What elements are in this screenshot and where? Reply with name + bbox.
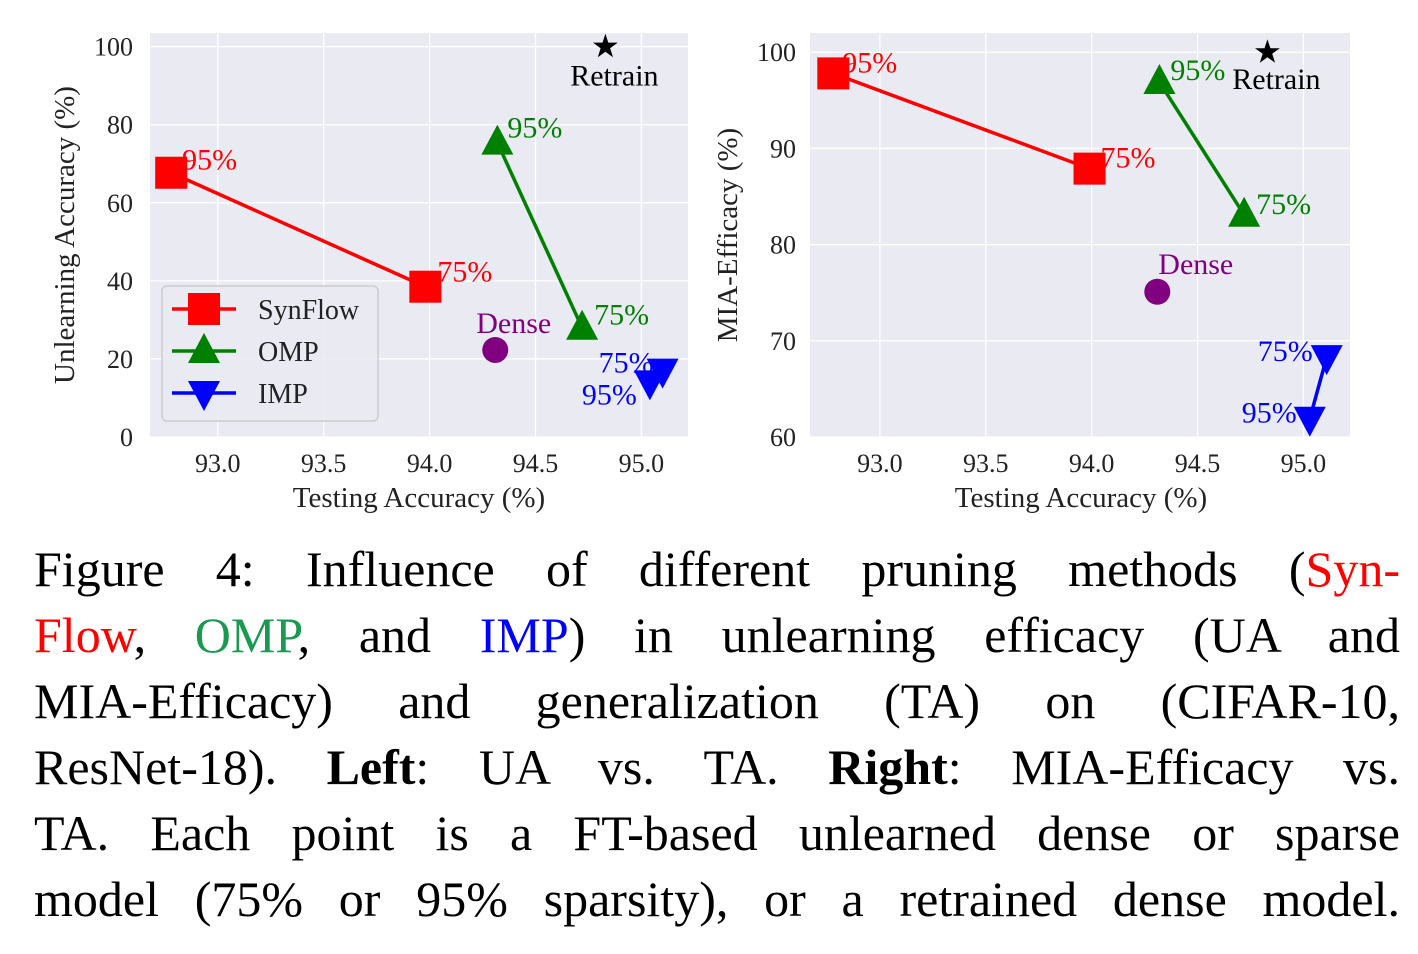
point-omp <box>1143 64 1176 95</box>
caption-bold-text: Right <box>828 739 948 795</box>
legend-label: IMP <box>258 379 308 410</box>
point-retrain <box>593 33 618 58</box>
y-tick-label: 70 <box>770 327 796 356</box>
legend-marker-omp <box>188 333 220 363</box>
caption-text: model (75% or 95% sparsity), or a retrai… <box>34 871 1400 927</box>
x-axis-label: Testing Accuracy (%) <box>955 482 1207 514</box>
caption-bold-text: Left <box>326 739 416 795</box>
caption-line: model (75% or 95% sparsity), or a retrai… <box>34 866 1400 932</box>
legend-marker-synflow <box>188 293 220 325</box>
x-tick-label: 94.5 <box>513 449 559 478</box>
legend-marker-imp <box>188 381 220 411</box>
caption-text: Figure 4: Influence of different pruning… <box>34 541 1306 597</box>
point-imp <box>1310 345 1343 376</box>
figure-charts: 93.0 93.5 94.0 94.5 95.0 0 20 40 60 80 100 Testing … <box>49 33 1350 514</box>
y-tick-label: 90 <box>770 134 796 163</box>
y-axis-label: MIA-Efficacy (%) <box>712 128 744 342</box>
point-synflow <box>409 270 442 303</box>
y-tick-label: 100 <box>757 38 796 67</box>
chart-left: 93.0 93.5 94.0 94.5 95.0 0 20 40 60 80 100 Testing … <box>49 33 688 514</box>
point-label-retrain: Retrain <box>570 60 658 93</box>
data-label: 75% <box>1101 142 1156 175</box>
point-label-dense: Dense <box>476 307 551 340</box>
y-tick-label: 100 <box>94 33 133 62</box>
caption-text: : UA vs. TA. <box>415 739 829 795</box>
caption-text: : MIA-Efficacy vs. <box>947 739 1401 795</box>
point-synflow <box>1073 152 1106 185</box>
caption-text: MIA-Efficacy) and generalization (TA) on… <box>34 673 1400 729</box>
point-omp <box>566 309 599 340</box>
series-line-synflow <box>832 71 1091 171</box>
data-label: 95% <box>582 378 637 411</box>
legend-label: SynFlow <box>258 295 360 326</box>
legend: SynFlow OMP IMP <box>161 285 379 422</box>
chart-right: 93.0 93.5 94.0 94.5 95.0 60 70 80 90 100 Testing A… <box>712 33 1350 514</box>
data-label: 95% <box>507 112 562 145</box>
point-dense <box>482 336 509 363</box>
data-label: 95% <box>1242 397 1297 430</box>
y-tick-label: 80 <box>107 111 133 140</box>
data-label: 75% <box>437 256 492 289</box>
caption-line: MIA-Efficacy) and generalization (TA) on… <box>34 668 1400 734</box>
data-label: 95% <box>842 46 897 79</box>
data-label: 75% <box>1256 188 1311 221</box>
series-line-omp <box>495 141 584 329</box>
caption-text: , and <box>297 607 480 663</box>
caption-text: Flow <box>34 607 134 663</box>
series-line-omp <box>1157 81 1246 216</box>
y-tick-label: 80 <box>770 231 796 260</box>
data-label: 95% <box>1170 54 1225 87</box>
x-tick-label: 94.5 <box>1175 449 1221 478</box>
y-tick-label: 20 <box>107 345 133 374</box>
caption-line: TA. Each point is a FT-based unlearned d… <box>34 800 1400 866</box>
x-tick-label: 93.0 <box>857 449 903 478</box>
y-tick-label: 0 <box>120 423 133 452</box>
point-label-dense: Dense <box>1158 248 1233 281</box>
y-tick-label: 40 <box>107 267 133 296</box>
y-tick-label: 60 <box>770 423 796 452</box>
x-tick-label: 94.0 <box>1069 449 1115 478</box>
caption-text: OMP <box>194 607 298 663</box>
point-retrain <box>1255 39 1280 63</box>
data-label: 95% <box>182 144 237 177</box>
x-tick-label: 93.5 <box>301 449 347 478</box>
caption-line: Flow, OMP, and IMP) in unlearning effica… <box>34 602 1400 668</box>
plot-background <box>810 33 1350 437</box>
data-label: 75% <box>599 347 654 380</box>
caption-text: ) in unlearning efficacy (UA and <box>568 607 1400 663</box>
figure-caption: Figure 4: Influence of different pruning… <box>34 536 1400 932</box>
data-label: 75% <box>1258 335 1313 368</box>
caption-line: Figure 4: Influence of different pruning… <box>34 536 1400 602</box>
point-label-retrain: Retrain <box>1232 63 1320 96</box>
caption-text: ResNet-18). <box>34 739 327 795</box>
point-synflow <box>817 57 850 90</box>
point-omp <box>481 124 514 155</box>
caption-line: ResNet-18). Left: UA vs. TA. Right: MIA-… <box>34 734 1400 800</box>
y-axis-label: Unlearning Accuracy (%) <box>49 86 81 384</box>
point-imp <box>646 358 679 389</box>
caption-text: Syn- <box>1305 541 1400 597</box>
x-axis-label: Testing Accuracy (%) <box>293 482 545 514</box>
caption-text: , <box>133 607 195 663</box>
x-tick-label: 95.0 <box>1281 449 1327 478</box>
point-dense <box>1144 278 1171 305</box>
x-tick-label: 93.0 <box>195 449 241 478</box>
point-synflow <box>155 156 188 189</box>
caption-text: IMP <box>479 607 569 663</box>
point-omp <box>1228 196 1261 227</box>
point-imp <box>1293 406 1326 437</box>
legend-label: OMP <box>258 337 319 368</box>
y-tick-label: 60 <box>107 189 133 218</box>
x-tick-label: 94.0 <box>407 449 453 478</box>
caption-text: TA. Each point is a FT-based unlearned d… <box>34 805 1400 861</box>
x-tick-label: 95.0 <box>619 449 665 478</box>
series-line-synflow <box>170 171 427 289</box>
data-label: 75% <box>594 299 649 332</box>
x-tick-label: 93.5 <box>963 449 1009 478</box>
